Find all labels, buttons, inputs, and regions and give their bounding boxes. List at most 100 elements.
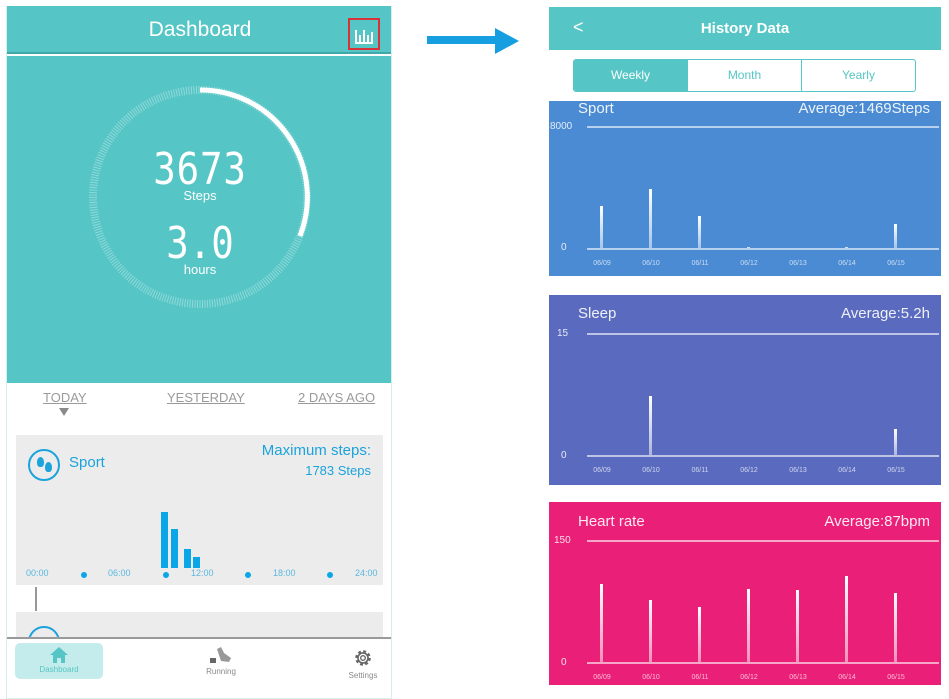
sport-history-chart: Sport Average:1469Steps 8000 0 06/09 06/… xyxy=(549,100,941,276)
tab-today[interactable]: TODAY xyxy=(43,390,87,405)
nav-label: Running xyxy=(206,667,236,676)
sport-card[interactable]: Sport Maximum steps: 1783 Steps 00:00 06… xyxy=(16,435,383,585)
hours-value: 3.0 xyxy=(166,218,234,269)
hour-dot xyxy=(327,572,333,578)
nav-label: Dashboard xyxy=(39,665,79,674)
chart-bar xyxy=(894,593,897,662)
sleep-history-chart: Sleep Average:5.2h 15 0 06/09 06/10 06/1… xyxy=(549,295,941,485)
progress-ring-area: 3673 Steps 3.0 hours xyxy=(7,56,391,383)
max-gridline xyxy=(587,126,939,128)
segment-weekly[interactable]: Weekly xyxy=(574,60,688,91)
dashboard-screen: Dashboard 3673 Steps 3.0 hours TODAY YES… xyxy=(6,6,392,699)
back-chevron-icon[interactable]: < xyxy=(573,17,584,37)
hour-label: 18:00 xyxy=(273,568,296,578)
steps-label: Steps xyxy=(183,188,217,203)
nav-label: Settings xyxy=(348,671,378,680)
chart-average: Average:1469Steps xyxy=(798,100,931,117)
date-label: 06/11 xyxy=(691,467,709,474)
date-label: 06/14 xyxy=(838,467,856,474)
tab-2-days-ago[interactable]: 2 DAYS AGO xyxy=(298,390,376,405)
heart-rate-history-chart: Heart rate Average:87bpm 150 0 06/09 06/… xyxy=(549,502,941,685)
chart-bar xyxy=(698,607,701,662)
chart-bar xyxy=(747,247,750,248)
date-label: 06/09 xyxy=(593,467,611,474)
date-label: 06/15 xyxy=(887,674,905,681)
date-label: 06/12 xyxy=(740,260,758,267)
chart-title: Sport xyxy=(578,100,614,117)
y-axis-min: 0 xyxy=(561,242,567,253)
date-label: 06/13 xyxy=(789,674,807,681)
y-axis-min: 0 xyxy=(561,450,567,461)
date-label: 06/11 xyxy=(691,674,709,681)
segment-month[interactable]: Month xyxy=(688,60,802,91)
date-label: 06/14 xyxy=(838,260,856,267)
chart-bar xyxy=(845,247,848,248)
y-axis-max: 8000 xyxy=(550,121,573,132)
footprints-icon xyxy=(28,449,60,481)
date-label: 06/09 xyxy=(593,674,611,681)
baseline xyxy=(587,662,939,664)
hours-label: hours xyxy=(183,262,217,277)
hour-dot xyxy=(81,572,87,578)
progress-ring xyxy=(89,86,311,308)
date-label: 06/13 xyxy=(789,467,807,474)
hour-label: 06:00 xyxy=(108,568,131,578)
chart-bar xyxy=(894,429,897,455)
y-axis-max: 150 xyxy=(554,535,571,546)
timeline-connector xyxy=(35,587,37,611)
hour-dot xyxy=(163,572,169,578)
flow-arrow-icon xyxy=(427,28,519,54)
hourly-bar xyxy=(193,557,200,568)
chart-average: Average:87bpm xyxy=(824,513,930,530)
page-title: Dashboard xyxy=(148,18,252,41)
steps-value: 3673 xyxy=(153,144,247,195)
hour-dot xyxy=(245,572,251,578)
date-label: 06/10 xyxy=(642,674,660,681)
chart-bar xyxy=(649,396,652,455)
chart-title: Heart rate xyxy=(578,513,645,530)
hour-label: 24:00 xyxy=(355,568,378,578)
nav-dashboard[interactable]: Dashboard xyxy=(15,643,103,679)
max-steps-value: 1783 Steps xyxy=(305,463,371,478)
max-steps-label: Maximum steps: xyxy=(261,442,371,459)
hourly-bar xyxy=(184,549,191,568)
home-icon xyxy=(50,647,68,663)
history-screen: < History Data Weekly Month Yearly Sport… xyxy=(549,7,941,699)
history-header: < History Data xyxy=(549,7,941,50)
bottom-nav: Dashboard Running Settings xyxy=(7,637,391,698)
max-gridline xyxy=(587,540,939,542)
chart-average: Average:5.2h xyxy=(841,305,930,322)
chart-bar xyxy=(649,600,652,662)
chart-bar xyxy=(600,584,603,662)
chart-bar xyxy=(845,576,848,662)
gear-icon xyxy=(355,650,371,666)
bar-chart-icon xyxy=(354,30,374,44)
hourly-bar xyxy=(161,512,168,568)
date-label: 06/10 xyxy=(642,467,660,474)
date-label: 06/12 xyxy=(740,674,758,681)
date-label: 06/10 xyxy=(642,260,660,267)
nav-settings[interactable]: Settings xyxy=(341,643,385,680)
date-label: 06/15 xyxy=(887,260,905,267)
chart-bar xyxy=(698,216,701,248)
chart-bar xyxy=(796,590,799,662)
date-label: 06/15 xyxy=(887,467,905,474)
nav-running[interactable]: Running xyxy=(193,643,249,679)
chart-bar xyxy=(747,589,750,662)
y-axis-max: 15 xyxy=(557,328,569,339)
page-title: History Data xyxy=(700,20,790,37)
running-shoe-icon xyxy=(210,647,231,663)
chart-bar xyxy=(600,206,603,248)
hourly-bar xyxy=(171,529,178,568)
baseline xyxy=(587,455,939,457)
segment-yearly[interactable]: Yearly xyxy=(842,68,875,82)
y-axis-min: 0 xyxy=(561,657,567,668)
chart-bar xyxy=(894,224,897,248)
dashboard-header: Dashboard xyxy=(7,6,391,54)
day-tabs: TODAY YESTERDAY 2 DAYS AGO xyxy=(7,384,391,434)
hour-label: 00:00 xyxy=(26,568,49,578)
tab-yesterday[interactable]: YESTERDAY xyxy=(167,390,245,405)
sport-label: Sport xyxy=(69,454,105,471)
selected-indicator-icon xyxy=(59,408,69,416)
history-chart-button[interactable] xyxy=(348,18,380,50)
